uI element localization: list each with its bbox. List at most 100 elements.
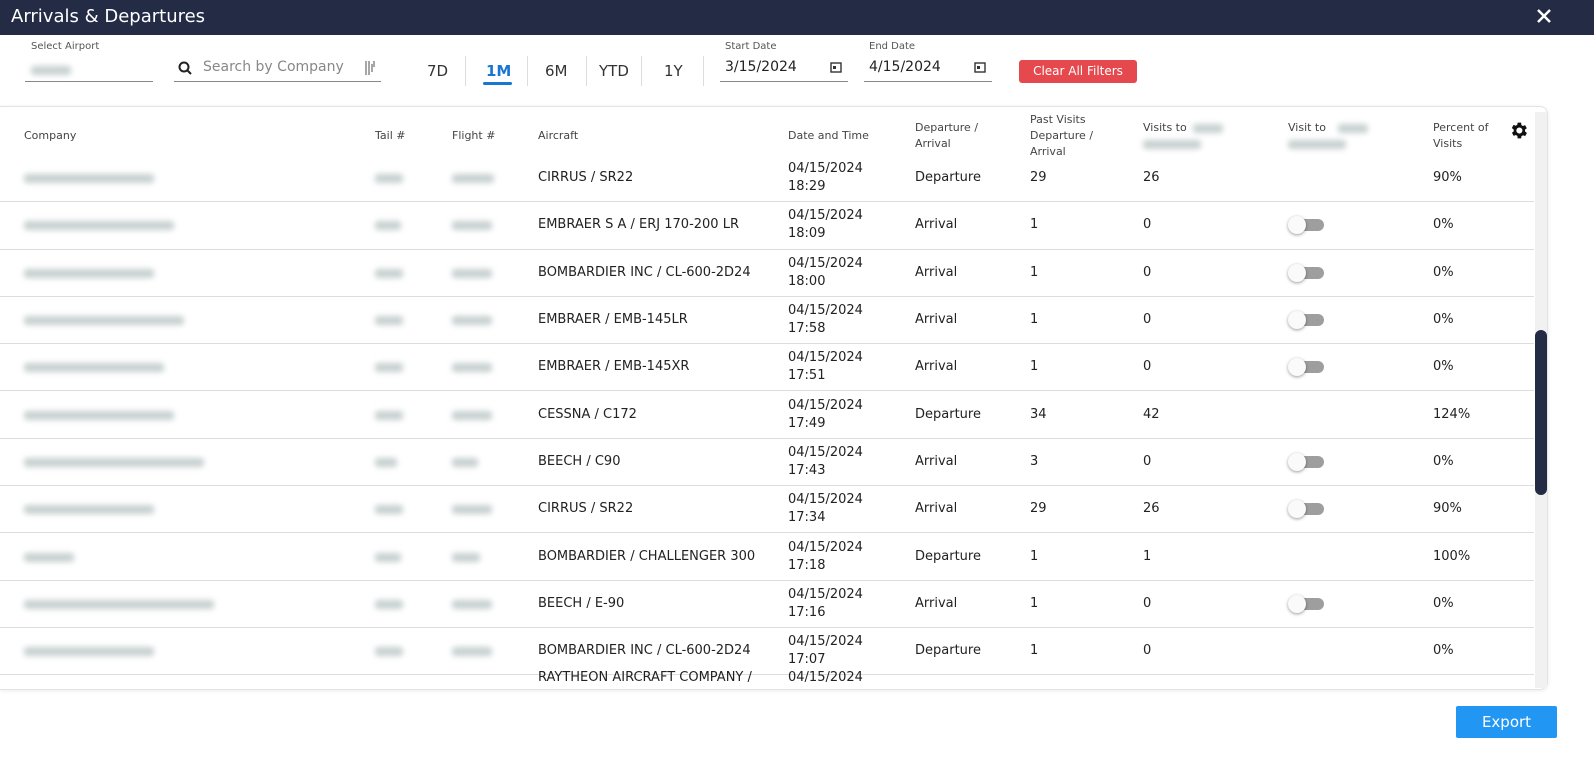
table-row[interactable]: EMBRAER / EMB-145LR 04/15/2024 17:58 Arriva… xyxy=(0,297,1534,345)
date: 04/15/2024 xyxy=(788,397,863,413)
visit-toggle[interactable] xyxy=(1288,500,1324,519)
aircraft: BOMBARDIER INC / CL-600-2D24 xyxy=(538,264,751,280)
export-button[interactable]: Export xyxy=(1456,706,1557,738)
search-box[interactable]: Search by Company xyxy=(174,56,381,82)
visit-toggle[interactable] xyxy=(1288,358,1324,377)
range-button[interactable]: 7D xyxy=(427,62,449,80)
visits-to: 0 xyxy=(1143,595,1152,611)
blurred-text xyxy=(375,457,397,467)
blurred-text xyxy=(375,316,403,326)
separator xyxy=(465,56,466,86)
past-visits: 1 xyxy=(1030,548,1039,564)
column-header-text: Company xyxy=(24,129,77,142)
date-time: 04/15/2024 17:49 xyxy=(788,397,863,433)
visits-to: 1 xyxy=(1143,548,1152,564)
settings-icon[interactable] xyxy=(1508,120,1529,141)
date-time: 04/15/2024 17:07 xyxy=(788,633,863,669)
table-row[interactable]: CIRRUS / SR22 04/15/2024 17:34 Arrival 29 26 9… xyxy=(0,486,1534,534)
column-header-text: Percent of Visits xyxy=(1433,121,1489,150)
column-header: Tail # xyxy=(375,112,435,160)
visit-toggle[interactable] xyxy=(1288,594,1324,613)
end-date-label: End Date xyxy=(869,41,916,52)
blurred-text xyxy=(375,599,403,609)
date: 04/15/2024 xyxy=(788,492,863,508)
visit-toggle[interactable] xyxy=(1288,263,1324,282)
visit-toggle[interactable] xyxy=(1288,216,1324,235)
date-time: 04/15/2024 18:00 xyxy=(788,255,863,291)
date: 04/15/2024 xyxy=(788,539,863,555)
range-button[interactable]: YTD xyxy=(599,62,629,80)
past-visits: 1 xyxy=(1030,643,1039,659)
blurred-text xyxy=(375,268,403,278)
blurred-text xyxy=(375,174,403,184)
blurred-text xyxy=(24,505,154,515)
start-date-input[interactable]: 3/15/2024 xyxy=(720,56,848,82)
blurred-text xyxy=(24,599,214,609)
visits-to: 26 xyxy=(1143,501,1160,517)
direction: Departure xyxy=(915,548,981,564)
percent: 0% xyxy=(1433,453,1454,469)
table-row[interactable]: BOMBARDIER INC / CL-600-2D24 04/15/2024 18… xyxy=(0,250,1534,297)
time: 17:43 xyxy=(788,462,826,478)
column-header-text: Tail # xyxy=(375,129,406,142)
table-row[interactable]: BEECH / E-90 04/15/2024 17:16 Arrival 1 0 0% xyxy=(0,581,1534,628)
table-body: CIRRUS / SR22 04/15/2024 18:29 Departure 29 2… xyxy=(0,155,1534,688)
table-row[interactable]: EMBRAER / EMB-145XR 04/15/2024 17:51 Arriva… xyxy=(0,344,1534,392)
direction: Arrival xyxy=(915,359,958,375)
blurred-text xyxy=(452,410,492,420)
past-visits: 1 xyxy=(1030,217,1039,233)
table-row[interactable]: BEECH / C90 04/15/2024 17:43 Arrival 3 0 0% xyxy=(0,439,1534,487)
calendar-icon xyxy=(974,62,986,73)
range-button[interactable]: 1M xyxy=(486,62,512,80)
start-date-label: Start Date xyxy=(725,41,777,52)
visits-to: 0 xyxy=(1143,312,1152,328)
blurred-text xyxy=(375,221,401,231)
close-button[interactable] xyxy=(1536,8,1552,24)
date: 04/15/2024 xyxy=(788,670,863,686)
date: 04/15/2024 xyxy=(788,208,863,224)
date: 04/15/2024 xyxy=(788,444,863,460)
column-header-text: Flight # xyxy=(452,129,496,142)
blurred-text xyxy=(24,268,154,278)
table-row[interactable]: CESSNA / C172 04/15/2024 17:49 Departure 34 4… xyxy=(0,392,1534,439)
table-row[interactable]: CIRRUS / SR22 04/15/2024 18:29 Departure 29 2… xyxy=(0,155,1534,203)
range-button[interactable]: 6M xyxy=(545,62,568,80)
date-time: 04/15/2024 18:09 xyxy=(788,207,863,243)
range-button[interactable]: 1Y xyxy=(664,62,683,80)
direction: Departure xyxy=(915,406,981,422)
table-row[interactable]: RAYTHEON AIRCRAFT COMPANY / 04/15/2024 xyxy=(0,670,1534,688)
visits-to: 0 xyxy=(1143,264,1152,280)
visit-toggle[interactable] xyxy=(1288,452,1324,471)
blurred-text xyxy=(1193,124,1223,133)
direction: Arrival xyxy=(915,453,958,469)
airport-select[interactable] xyxy=(25,58,153,82)
date-time: 04/15/2024 xyxy=(788,669,863,687)
blurred-text xyxy=(452,316,492,326)
blurred-text xyxy=(452,363,492,373)
aircraft: EMBRAER / EMB-145XR xyxy=(538,359,690,375)
visit-toggle[interactable] xyxy=(1288,311,1324,330)
table-row[interactable]: EMBRAER S A / ERJ 170-200 LR 04/15/2024 18… xyxy=(0,202,1534,250)
date: 04/15/2024 xyxy=(788,255,863,271)
past-visits: 34 xyxy=(1030,406,1047,422)
column-header: Visits to xyxy=(1143,112,1243,160)
blurred-text xyxy=(1288,140,1346,149)
scroll-thumb[interactable] xyxy=(1535,330,1547,495)
percent: 0% xyxy=(1433,359,1454,375)
date-time: 04/15/2024 17:58 xyxy=(788,302,863,338)
column-header: Company xyxy=(24,112,144,160)
date-time: 04/15/2024 17:16 xyxy=(788,586,863,622)
blurred-text xyxy=(452,457,478,467)
table-row[interactable]: BOMBARDIER INC / CL-600-2D24 04/15/2024 17… xyxy=(0,628,1534,676)
blurred-text xyxy=(24,363,164,373)
clear-filters-button[interactable]: Clear All Filters xyxy=(1019,60,1137,83)
date: 04/15/2024 xyxy=(788,634,863,650)
percent: 124% xyxy=(1433,406,1471,422)
aircraft: BEECH / C90 xyxy=(538,453,621,469)
scrollbar[interactable] xyxy=(1535,112,1547,688)
end-date-input[interactable]: 4/15/2024 xyxy=(864,56,992,82)
table-row[interactable]: BOMBARDIER / CHALLENGER 300 04/15/2024 17:… xyxy=(0,533,1534,581)
direction: Arrival xyxy=(915,217,958,233)
blurred-text xyxy=(24,647,154,657)
